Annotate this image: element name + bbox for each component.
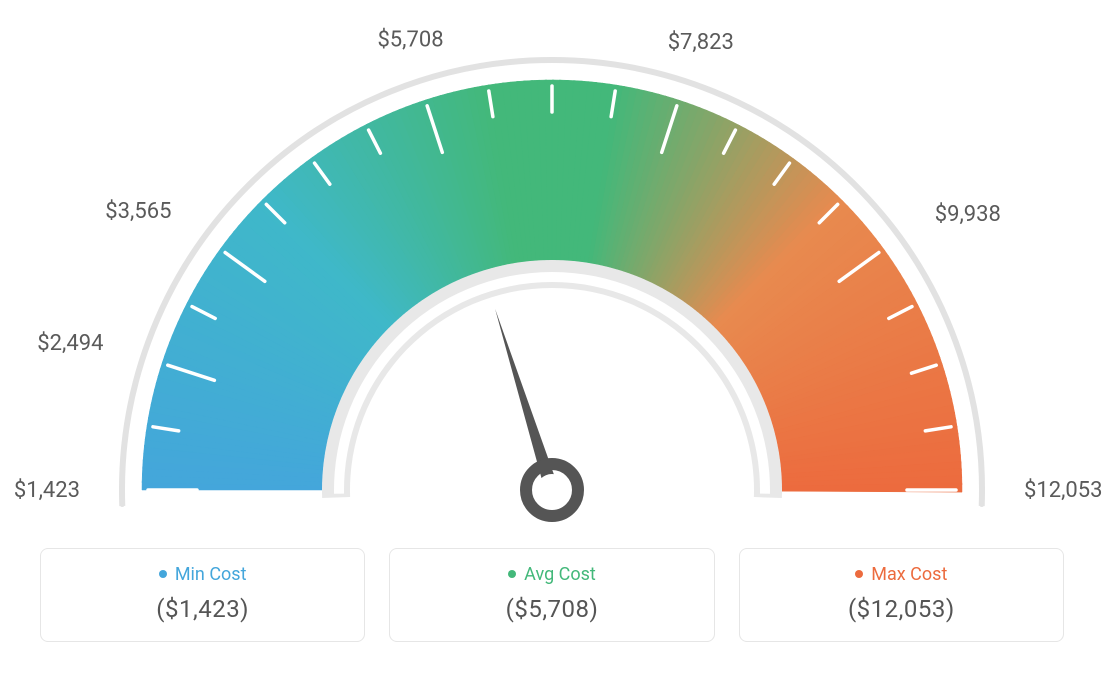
- card-avg-title-row: Avg Cost: [508, 564, 596, 585]
- gauge-tick-label: $5,708: [377, 28, 443, 53]
- card-avg-title: Avg Cost: [524, 564, 596, 585]
- card-max-cost: Max Cost ($12,053): [739, 548, 1064, 642]
- card-avg-value: ($5,708): [408, 595, 695, 623]
- gauge-svg: $1,423 $2,494 $3,565 $5,708 $7,823 $9,938 $12,…: [0, 0, 1104, 540]
- card-min-title-row: Min Cost: [159, 564, 247, 585]
- dot-icon-max: [855, 570, 863, 578]
- gauge-tick-label: $3,565: [105, 199, 171, 224]
- card-max-value: ($12,053): [758, 595, 1045, 623]
- card-min-title: Min Cost: [175, 564, 247, 585]
- card-max-title: Max Cost: [871, 564, 947, 585]
- dot-icon-min: [159, 570, 167, 578]
- card-min-value: ($1,423): [59, 595, 346, 623]
- dot-icon-avg: [508, 570, 516, 578]
- card-min-cost: Min Cost ($1,423): [40, 548, 365, 642]
- gauge-tick-label: $1,423: [14, 478, 80, 503]
- card-max-title-row: Max Cost: [855, 564, 947, 585]
- cost-cards-row: Min Cost ($1,423) Avg Cost ($5,708) Max …: [0, 548, 1104, 642]
- gauge-tick-label: $2,494: [37, 331, 103, 356]
- gauge-tick-label: $7,823: [668, 30, 734, 55]
- gauge-tick-label: $12,053: [1024, 478, 1103, 503]
- card-avg-cost: Avg Cost ($5,708): [389, 548, 714, 642]
- gauge-tick-label: $9,938: [935, 202, 1001, 227]
- gauge-container: $1,423 $2,494 $3,565 $5,708 $7,823 $9,938 $12,…: [0, 0, 1104, 540]
